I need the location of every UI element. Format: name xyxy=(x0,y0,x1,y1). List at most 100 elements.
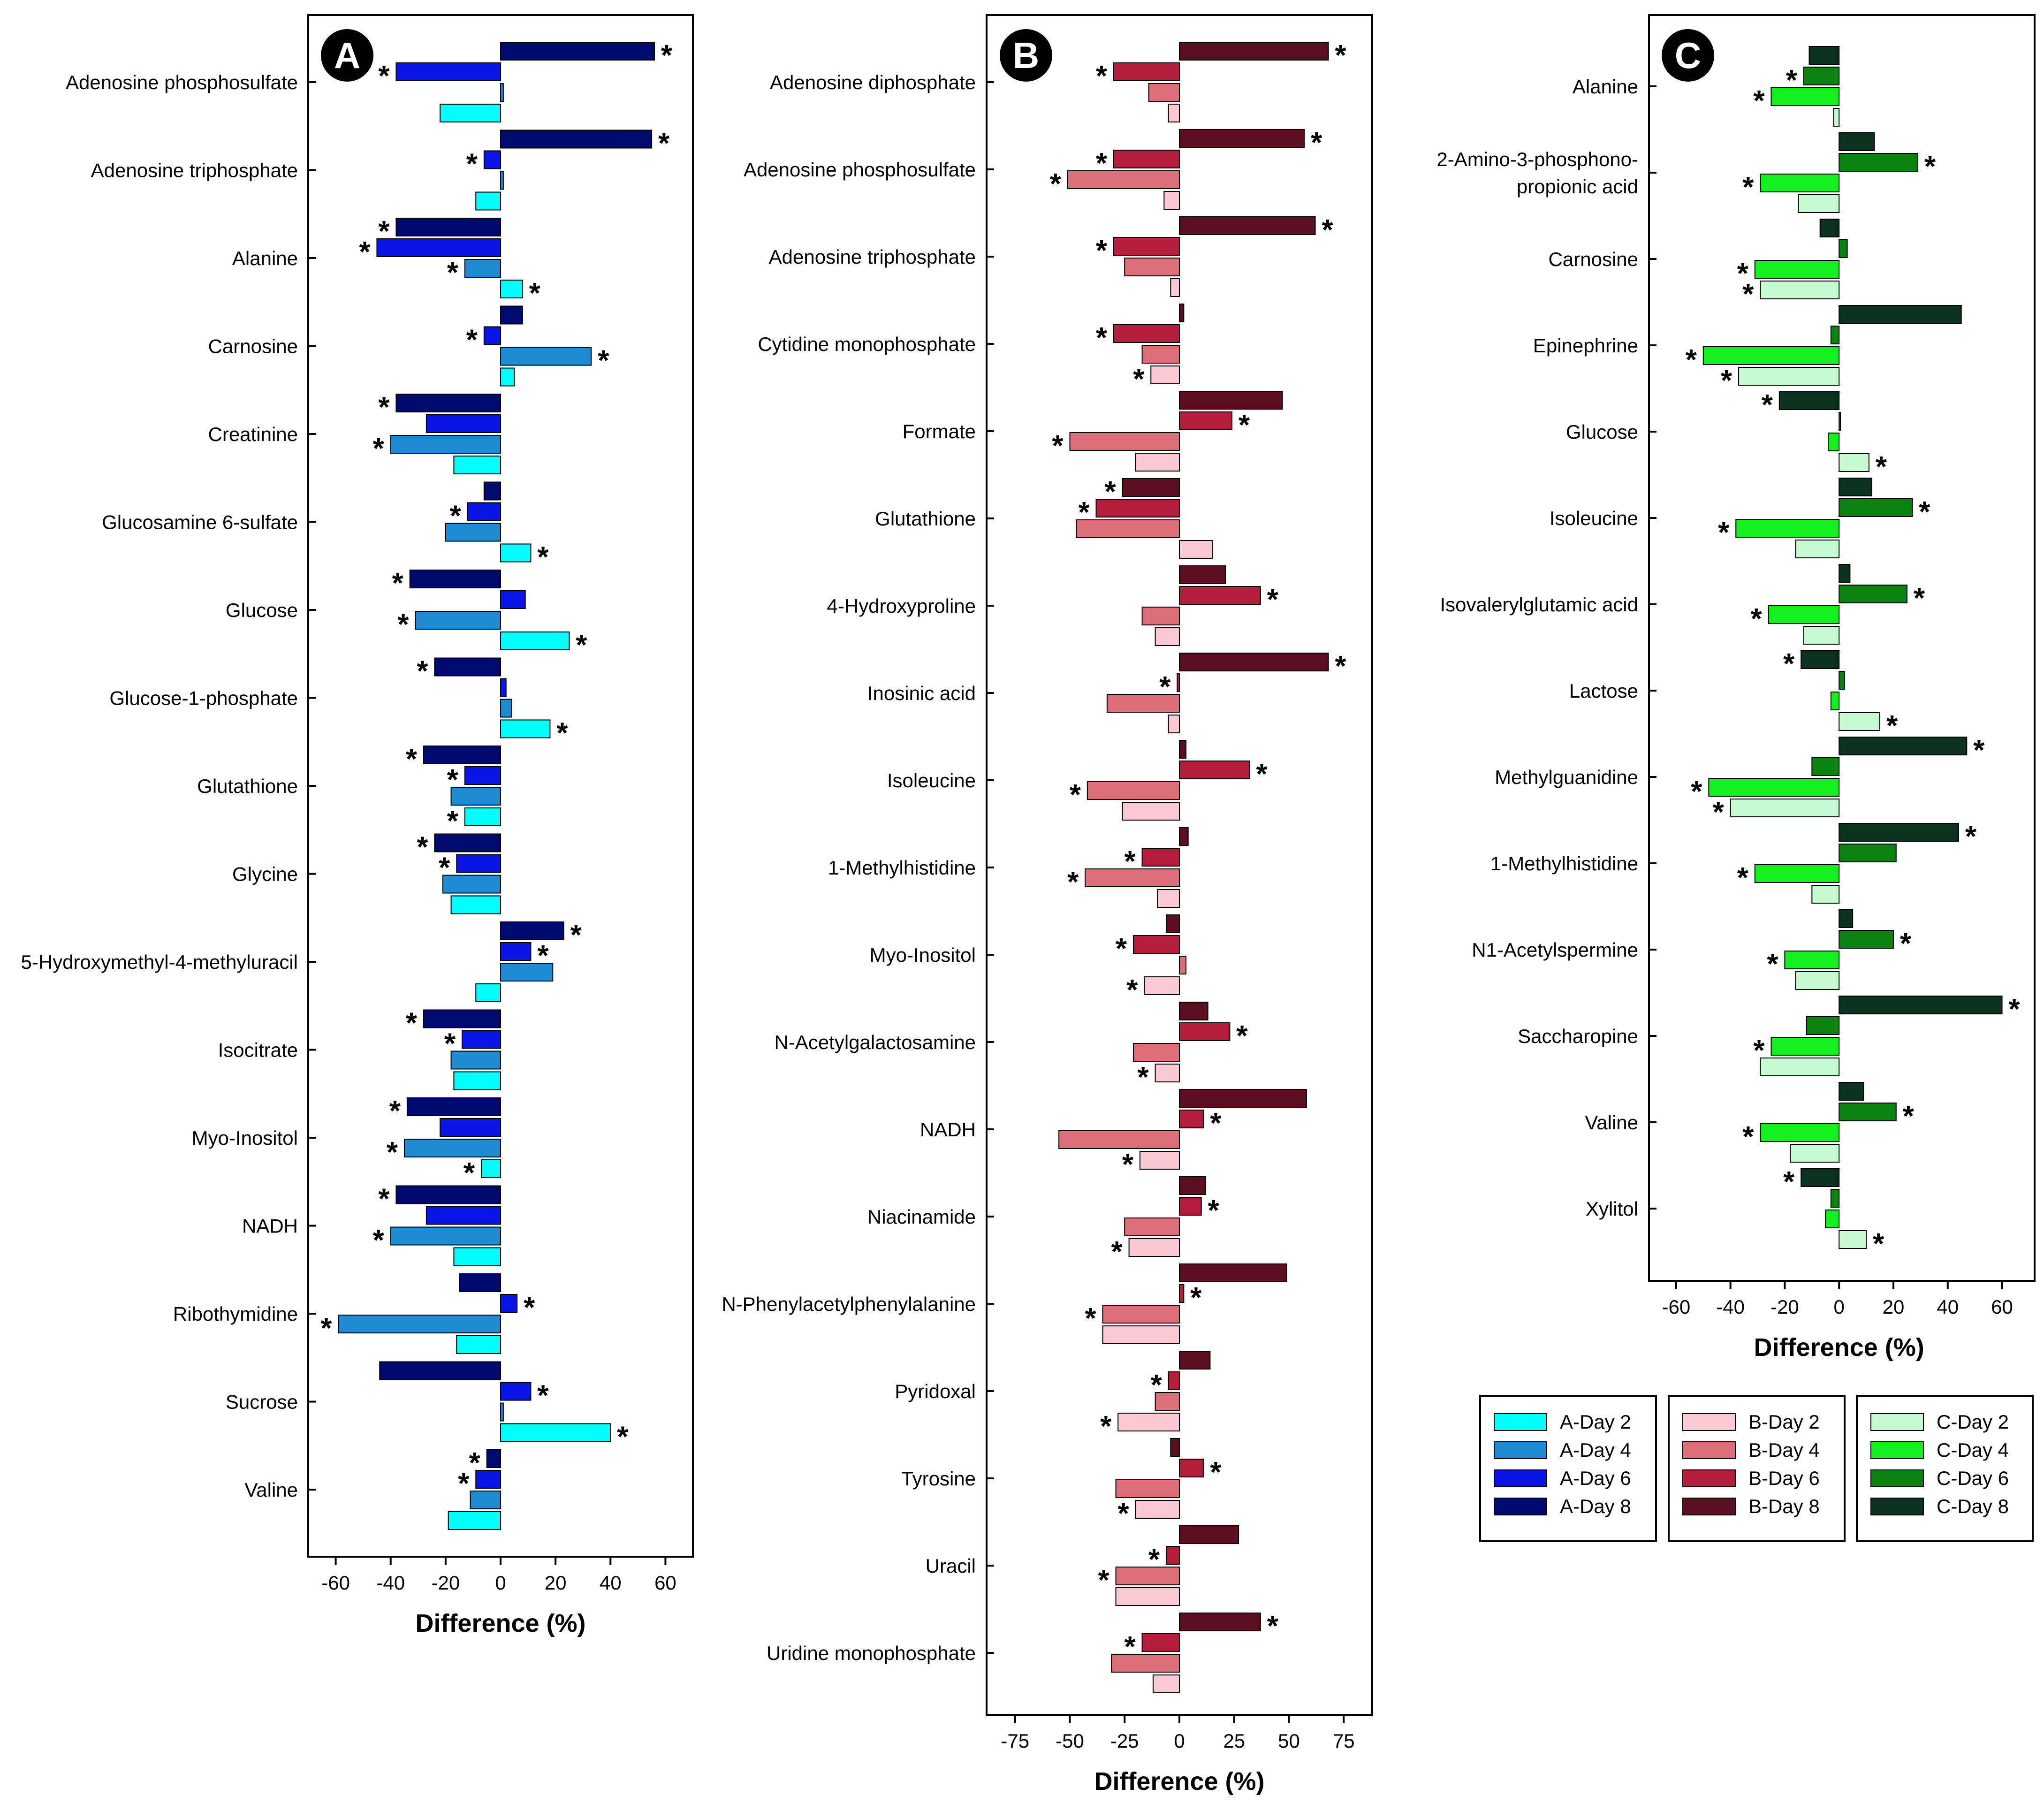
significance-marker: * xyxy=(1050,168,1062,200)
significance-marker: * xyxy=(447,257,459,289)
bar-b-day-4 xyxy=(1115,1567,1180,1585)
legend-label: C-Day 6 xyxy=(1937,1467,2009,1489)
x-tick-label: -25 xyxy=(1110,1730,1139,1752)
significance-marker: * xyxy=(373,1225,385,1257)
bar-c-day-4 xyxy=(1768,605,1840,624)
significance-marker: * xyxy=(406,1007,418,1040)
legend-2: B-Day 2 B-Day 4 B-Day 6 B-Day 8 xyxy=(1668,1395,1846,1542)
bar-b-day-6 xyxy=(1141,1633,1180,1652)
category-label-line: Adenosine diphosphate xyxy=(770,71,976,93)
bar-c-day-6 xyxy=(1839,153,1919,172)
bar-a-day-6 xyxy=(464,766,501,785)
bar-c-day-2 xyxy=(1811,885,1840,904)
category-label-line: NADH xyxy=(920,1119,976,1141)
significance-marker: * xyxy=(417,831,428,864)
significance-marker: * xyxy=(1742,171,1754,204)
bar-a-day-4 xyxy=(404,1139,501,1157)
bar-c-day-6 xyxy=(1806,1016,1840,1035)
significance-marker: * xyxy=(1311,127,1322,159)
bar-c-day-4 xyxy=(1770,87,1840,106)
bar-b-day-6 xyxy=(1165,1546,1180,1565)
category-label-line: Alanine xyxy=(1573,76,1638,98)
legend-label: A-Day 2 xyxy=(1560,1411,1631,1433)
bar-b-day-4 xyxy=(1179,956,1187,974)
bar-c-day-6 xyxy=(1839,844,1897,862)
category-label-line: 1-Methylhistidine xyxy=(828,857,976,879)
category-label: N1-Acetylspermine xyxy=(1472,939,1638,961)
legend-label: C-Day 4 xyxy=(1937,1439,2009,1461)
bar-a-day-8 xyxy=(459,1273,502,1292)
significance-marker: * xyxy=(1973,734,1985,767)
bar-a-day-6 xyxy=(376,238,502,257)
category-label-line: Cytidine monophosphate xyxy=(758,333,976,355)
bar-c-day-6 xyxy=(1839,1103,1897,1121)
category-label-line: Glucose-1-phosphate xyxy=(109,687,298,709)
bar-c-day-8 xyxy=(1801,650,1840,669)
category-label: Xylitol xyxy=(1586,1198,1638,1220)
legend-label: B-Day 4 xyxy=(1748,1439,1820,1461)
legend-swatch xyxy=(1682,1469,1736,1487)
x-tick-label: -40 xyxy=(376,1572,405,1594)
significance-marker: * xyxy=(617,1421,629,1453)
category-label: 4-Hydroxyproline xyxy=(827,595,976,617)
bar-c-day-6 xyxy=(1839,671,1845,690)
category-label: 5-Hydroxymethyl-4-methyluracil xyxy=(21,951,298,973)
x-tick-label: 75 xyxy=(1333,1730,1355,1752)
significance-marker: * xyxy=(1067,866,1079,898)
category-label-line: 1-Methylhistidine xyxy=(1490,852,1638,875)
bar-a-day-4 xyxy=(500,699,512,718)
bar-b-day-8 xyxy=(1179,1089,1307,1108)
significance-marker: * xyxy=(1737,258,1749,290)
legend-label: A-Day 6 xyxy=(1560,1467,1631,1489)
bar-a-day-4 xyxy=(470,1491,501,1509)
category-label: Methylguanidine xyxy=(1495,766,1638,788)
significance-marker: * xyxy=(1096,322,1108,354)
significance-marker: * xyxy=(1085,1302,1096,1335)
category-label: Formate xyxy=(903,420,976,442)
bar-a-day-6 xyxy=(500,1294,518,1313)
category-label: Ribothymidine xyxy=(173,1303,298,1325)
category-label: Valine xyxy=(1585,1111,1638,1134)
category-label: Pyridoxal xyxy=(895,1380,976,1402)
category-label-line: Creatinine xyxy=(208,423,298,445)
x-tick-label: 0 xyxy=(1174,1730,1185,1752)
significance-marker: * xyxy=(537,1380,549,1412)
significance-marker: * xyxy=(1133,363,1145,396)
significance-marker: * xyxy=(1210,1456,1222,1489)
category-label: Myo-Inositol xyxy=(192,1127,298,1149)
category-label-line: Myo-Inositol xyxy=(192,1127,298,1149)
bar-b-day-8 xyxy=(1179,42,1329,61)
category-label-line: Carnosine xyxy=(1549,248,1638,270)
significance-marker: * xyxy=(1919,496,1930,528)
panel-letter-badge xyxy=(1662,29,1714,82)
legend-swatch xyxy=(1870,1441,1924,1459)
category-label: Glucose xyxy=(226,599,298,621)
panel-c: C -60 -40 -20 0 20 40 60 Difference (%) Alanine * *… xyxy=(1436,14,2036,1362)
category-label-line: Epinephrine xyxy=(1533,335,1638,357)
bar-b-day-8 xyxy=(1179,216,1316,235)
significance-marker: * xyxy=(1111,1236,1123,1268)
bar-a-day-6 xyxy=(500,590,526,609)
bar-a-day-6 xyxy=(500,678,507,697)
bar-c-day-6 xyxy=(1830,1189,1840,1208)
category-label: Carnosine xyxy=(1549,248,1638,270)
bar-b-day-2 xyxy=(1152,1674,1180,1693)
significance-marker: * xyxy=(2008,993,2020,1026)
bar-b-day-8 xyxy=(1179,129,1305,148)
category-label-line: Xylitol xyxy=(1586,1198,1638,1220)
bar-c-day-2 xyxy=(1795,540,1840,558)
bar-a-day-2 xyxy=(481,1159,501,1178)
bar-a-day-8 xyxy=(395,1185,502,1204)
bar-a-day-4 xyxy=(415,611,502,630)
significance-marker: * xyxy=(1686,344,1697,376)
x-tick-label: -20 xyxy=(432,1572,460,1594)
category-label: Uridine monophosphate xyxy=(767,1642,976,1664)
bar-c-day-6 xyxy=(1839,585,1907,603)
category-label-line: Glucose xyxy=(226,599,298,621)
bar-b-day-2 xyxy=(1122,802,1180,821)
category-label-line: Glutathione xyxy=(875,508,976,530)
significance-marker: * xyxy=(1751,603,1763,635)
category-label: 2-Amino-3-phosphono-propionic acid xyxy=(1436,148,1638,198)
significance-marker: * xyxy=(658,128,670,160)
bar-b-day-2 xyxy=(1157,889,1180,908)
